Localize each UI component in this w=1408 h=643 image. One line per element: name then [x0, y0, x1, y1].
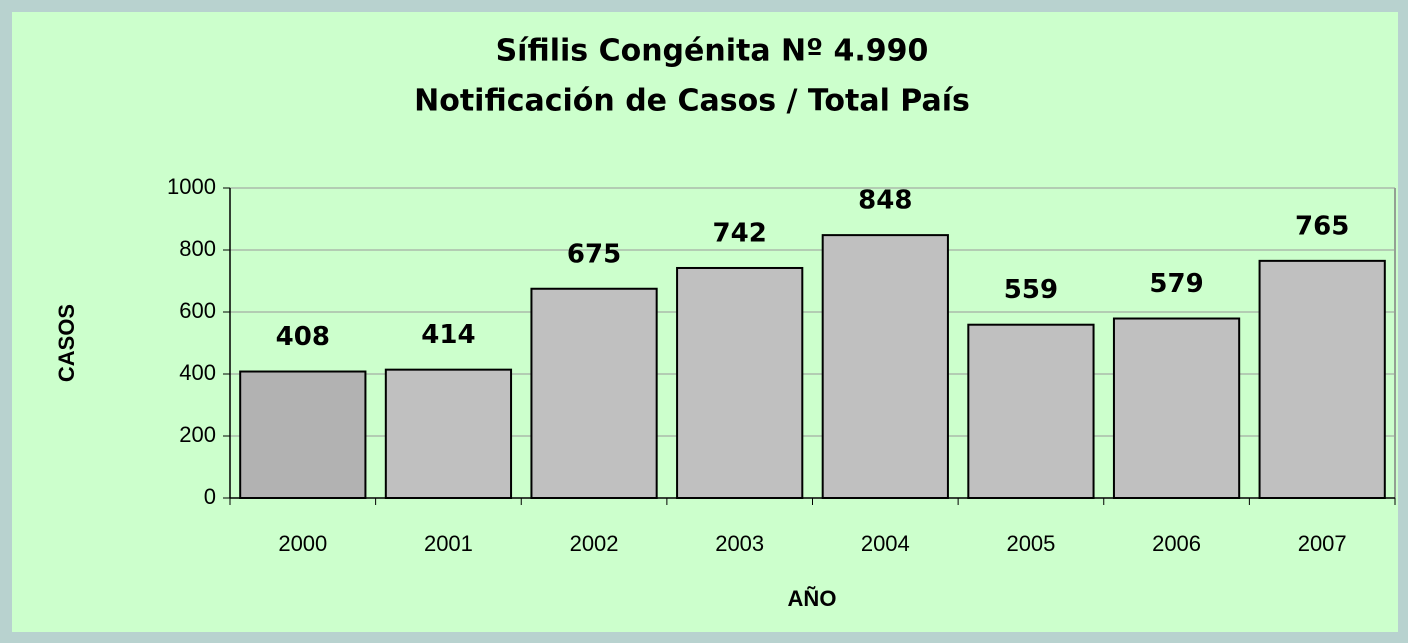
x-tick-label: 2001 [424, 531, 473, 556]
x-axis-label: AÑO [788, 586, 837, 611]
data-label: 675 [567, 239, 621, 269]
data-label: 408 [276, 322, 330, 352]
x-tick-label: 2003 [715, 531, 764, 556]
y-axis-label: CASOS [54, 304, 79, 382]
data-label: 579 [1149, 269, 1203, 299]
data-label: 742 [713, 218, 767, 248]
y-tick-label: 600 [179, 298, 216, 323]
chart-subtitle: Notificación de Casos / Total País [414, 84, 970, 119]
bar [967, 323, 1095, 499]
y-tick-label: 800 [179, 236, 216, 261]
data-label: 765 [1295, 211, 1349, 241]
chart-title: Sífilis Congénita Nº 4.990 [496, 34, 929, 69]
x-tick-label: 2004 [861, 531, 910, 556]
data-label: 848 [858, 186, 912, 216]
y-tick-label: 0 [204, 484, 216, 509]
y-tick-label: 1000 [167, 174, 216, 199]
x-tick-label: 2000 [278, 531, 327, 556]
x-tick-label: 2007 [1298, 531, 1347, 556]
bar [1112, 317, 1241, 500]
bar [384, 368, 513, 499]
x-tick-label: 2006 [1152, 531, 1201, 556]
bar [530, 287, 658, 499]
bar [239, 370, 367, 499]
bar [821, 234, 949, 499]
bar [676, 266, 804, 500]
y-tick-label: 200 [179, 422, 216, 447]
x-tick-label: 2002 [570, 531, 619, 556]
x-tick-label: 2005 [1006, 531, 1055, 556]
bar [1258, 259, 1386, 499]
data-label: 559 [1004, 275, 1058, 305]
data-label: 414 [421, 320, 475, 350]
y-tick-label: 400 [179, 360, 216, 385]
